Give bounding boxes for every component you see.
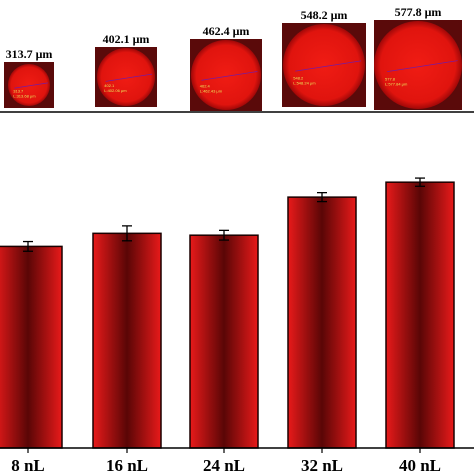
measure-text: 402.1 [104, 83, 115, 88]
x-tick-label: 40 nL [399, 456, 441, 474]
measure-text: L:402.06 μm [104, 88, 127, 93]
x-tick-labels: 8 nL 16 nL 24 nL 32 nL 40 nL [11, 456, 441, 474]
droplet-image-5: 577.8L:577.84 μm 577.8 μm [374, 5, 462, 110]
bar-3 [189, 234, 259, 449]
bar-1 [0, 245, 63, 449]
measure-text: L:548.24 μm [293, 80, 316, 85]
measure-text: 462.4 [200, 83, 211, 88]
measure-text: 313.7 [13, 88, 24, 93]
droplet-circle [8, 64, 50, 106]
bar-2 [92, 232, 162, 449]
measure-line [201, 71, 258, 81]
droplet-image-1: 313.7L:313.68 μm 313.7 μm [4, 47, 54, 108]
error-bar-2 [122, 225, 132, 242]
droplet-circle [283, 24, 365, 106]
measure-text: L:577.84 μm [385, 81, 408, 86]
measure-text: L:462.43 μm [200, 88, 223, 93]
droplet-diameter-label: 548.2 μm [301, 8, 348, 22]
droplet-image-4: 548.2L:548.24 μm 548.2 μm [282, 8, 366, 107]
x-tick-label: 24 nL [203, 456, 245, 474]
x-tick-label: 8 nL [11, 456, 45, 474]
droplet-image-2: 402.1L:402.06 μm 402.1 μm [95, 32, 157, 107]
droplet-diameter-label: 577.8 μm [395, 5, 442, 19]
measure-line [105, 73, 153, 82]
droplet-diameter-label: 462.4 μm [203, 24, 250, 38]
error-bar-5 [415, 177, 425, 187]
droplet-circle [191, 40, 261, 110]
error-bars [23, 177, 425, 252]
bar-5 [385, 181, 455, 449]
x-tick-label: 32 nL [301, 456, 343, 474]
droplet-circle [374, 21, 462, 109]
droplet-circle [97, 48, 155, 106]
bar-4 [287, 196, 357, 449]
measure-line [14, 82, 48, 89]
droplet-image-3: 462.4L:462.43 μm 462.4 μm [190, 24, 262, 111]
measure-text: 577.8 [385, 76, 396, 81]
measure-text: L:313.68 μm [13, 93, 36, 98]
measure-line [387, 60, 458, 72]
bars [0, 181, 455, 449]
error-bar-4 [317, 191, 327, 203]
x-tick-label: 16 nL [106, 456, 148, 474]
measure-line [295, 60, 361, 72]
error-bar-1 [23, 240, 33, 252]
axes [0, 111, 474, 453]
droplet-diameter-label: 402.1 μm [103, 32, 150, 46]
droplet-images: 313.7L:313.68 μm 313.7 μm 402.1L:402.06 μm… [4, 5, 462, 111]
droplet-diameter-label: 313.7 μm [6, 47, 53, 61]
measure-text: 548.2 [293, 75, 304, 80]
error-bar-3 [219, 229, 229, 241]
